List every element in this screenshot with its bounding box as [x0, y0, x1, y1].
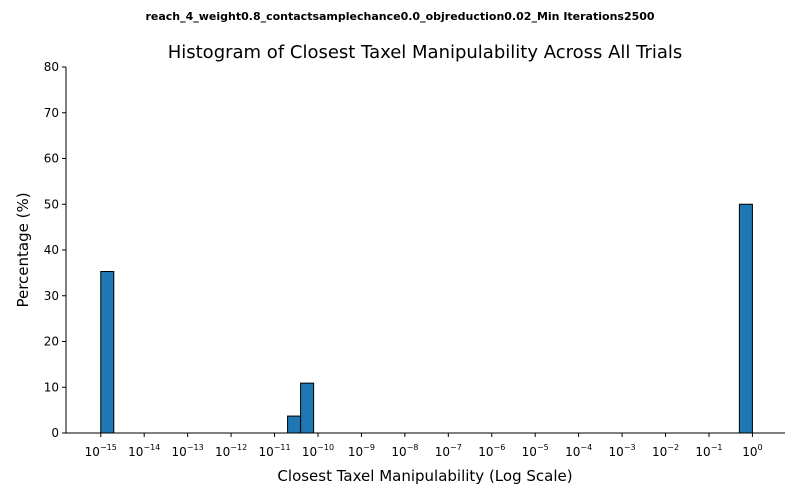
x-tick-label: 10−8 [391, 443, 418, 459]
x-tick-exponent: −12 [230, 443, 247, 452]
x-tick-label: 10−4 [565, 443, 592, 459]
histogram-bar [287, 415, 302, 434]
x-tick-label: 10−5 [522, 443, 549, 459]
chart-title: Histogram of Closest Taxel Manipulabilit… [168, 42, 683, 63]
y-tick-label: 20 [44, 335, 59, 349]
y-tick-label: 70 [44, 106, 59, 120]
x-tick-base: 10 [302, 445, 317, 459]
x-tick-exponent: −9 [363, 443, 375, 452]
x-tick-label: 10−3 [609, 443, 636, 459]
x-tick-exponent: −15 [100, 443, 117, 452]
y-tick-label: 0 [51, 426, 59, 440]
y-tick-label: 50 [44, 197, 59, 211]
x-tick-label: 10−2 [652, 443, 679, 459]
x-tick-label: 10−9 [348, 443, 375, 459]
chart-suptitle: reach_4_weight0.8_contactsamplechance0.0… [145, 10, 654, 23]
x-tick-exponent: −3 [624, 443, 636, 452]
x-tick-label: 10−6 [478, 443, 505, 459]
x-tick-label: 10−13 [172, 443, 204, 459]
y-tick-label: 10 [44, 380, 59, 394]
y-tick-label: 30 [44, 289, 59, 303]
x-tick-exponent: −4 [580, 443, 592, 452]
x-tick-base: 10 [652, 445, 667, 459]
x-tick-label: 10−12 [215, 443, 247, 459]
x-tick-label: 100 [742, 443, 762, 459]
y-tick-label: 40 [44, 243, 59, 257]
x-tick-base: 10 [215, 445, 230, 459]
x-tick-base: 10 [522, 445, 537, 459]
x-tick-label: 10−11 [258, 443, 290, 459]
x-tick-exponent: −13 [187, 443, 204, 452]
x-tick-base: 10 [742, 445, 757, 459]
x-tick-base: 10 [85, 445, 100, 459]
x-tick-exponent: −5 [537, 443, 549, 452]
x-tick-base: 10 [258, 445, 273, 459]
x-tick-label: 10−1 [695, 443, 722, 459]
x-tick-exponent: −8 [407, 443, 419, 452]
histogram-bar [738, 203, 753, 434]
x-tick-exponent: −11 [274, 443, 291, 452]
x-tick-exponent: 0 [758, 443, 763, 452]
y-tick-label: 60 [44, 152, 59, 166]
x-tick-base: 10 [391, 445, 406, 459]
x-tick-base: 10 [435, 445, 450, 459]
x-tick-label: 10−15 [85, 443, 117, 459]
x-tick-base: 10 [478, 445, 493, 459]
histogram-bar [300, 382, 315, 434]
x-tick-exponent: −1 [711, 443, 723, 452]
x-tick-base: 10 [565, 445, 580, 459]
x-tick-label: 10−14 [128, 443, 160, 459]
x-tick-label: 10−10 [302, 443, 334, 459]
y-tick-label: 80 [44, 60, 59, 74]
x-tick-exponent: −7 [450, 443, 462, 452]
x-axis-ticks: 10−15 10−14 10−13 10−12 10−11 10−10 10−9 10−8 10… [85, 433, 763, 459]
x-tick-exponent: −10 [317, 443, 334, 452]
x-tick-base: 10 [128, 445, 143, 459]
x-tick-exponent: −2 [667, 443, 679, 452]
x-tick-base: 10 [348, 445, 363, 459]
x-tick-base: 10 [172, 445, 187, 459]
x-tick-exponent: −14 [143, 443, 160, 452]
x-axis-label: Closest Taxel Manipulability (Log Scale) [277, 467, 572, 485]
y-axis-label: Percentage (%) [14, 192, 32, 307]
histogram-bars [100, 203, 753, 434]
x-tick-label: 10−7 [435, 443, 462, 459]
x-tick-base: 10 [609, 445, 624, 459]
x-tick-exponent: −6 [493, 443, 505, 452]
histogram-bar [100, 271, 115, 434]
y-axis-ticks: 0 10 20 30 40 50 60 70 80 [44, 60, 66, 440]
x-tick-base: 10 [695, 445, 710, 459]
